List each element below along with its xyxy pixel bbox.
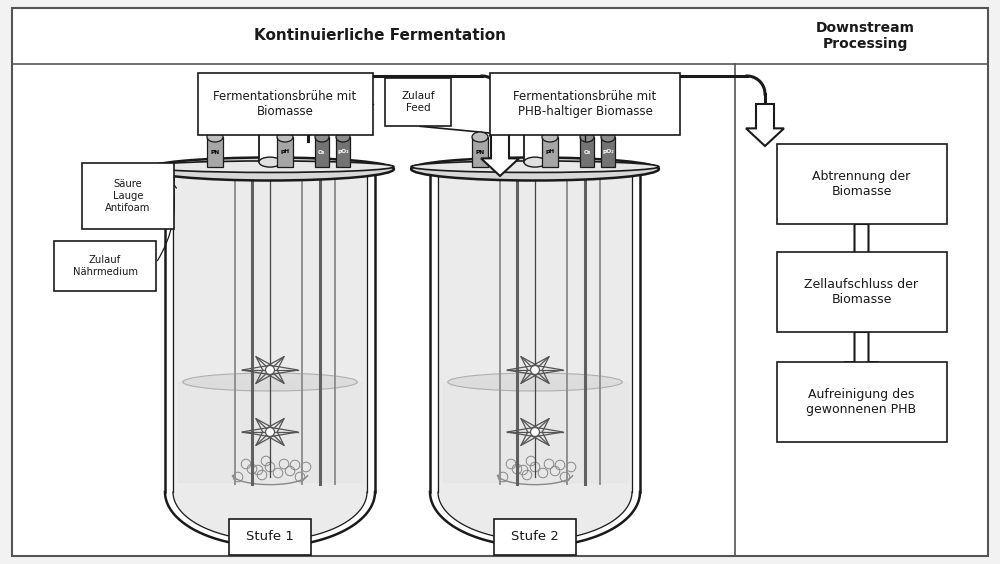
Text: Stufe 2: Stufe 2 — [511, 531, 559, 544]
Polygon shape — [844, 332, 879, 384]
Text: O₂: O₂ — [583, 149, 591, 155]
Ellipse shape — [580, 132, 594, 142]
Ellipse shape — [207, 132, 223, 142]
Text: Downstream
Processing: Downstream Processing — [816, 21, 914, 51]
Text: Aufreinigung des
gewonnenen PHB: Aufreinigung des gewonnenen PHB — [806, 388, 917, 416]
Bar — [601, 137, 615, 167]
Ellipse shape — [146, 157, 394, 180]
Ellipse shape — [411, 161, 659, 173]
Ellipse shape — [259, 83, 281, 97]
Circle shape — [266, 365, 274, 374]
Bar — [580, 137, 594, 167]
Bar — [259, 90, 281, 162]
Ellipse shape — [601, 132, 615, 142]
Text: Fermentationsbrühe mit
PHB-haltiger Biomasse: Fermentationsbrühe mit PHB-haltiger Biom… — [513, 90, 657, 118]
Bar — [198, 73, 372, 135]
Bar — [315, 137, 329, 167]
Text: PN: PN — [475, 149, 485, 155]
Bar — [494, 519, 576, 555]
Text: Zulauf
Feed: Zulauf Feed — [401, 91, 435, 113]
Text: pH: pH — [545, 149, 555, 155]
Bar — [490, 73, 680, 135]
Polygon shape — [173, 169, 367, 540]
Ellipse shape — [183, 373, 357, 391]
Circle shape — [266, 428, 274, 437]
Ellipse shape — [259, 157, 281, 167]
Bar — [336, 137, 350, 167]
Ellipse shape — [524, 83, 546, 97]
Ellipse shape — [472, 132, 488, 142]
Text: Kontinuierliche Fermentation: Kontinuierliche Fermentation — [254, 29, 506, 43]
Ellipse shape — [146, 161, 394, 173]
Circle shape — [531, 365, 539, 374]
Text: Zellaufschluss der
Biomasse: Zellaufschluss der Biomasse — [804, 278, 918, 306]
Polygon shape — [438, 169, 632, 540]
Bar — [542, 137, 558, 167]
Bar — [776, 362, 946, 442]
Text: Fermentationsbrühe mit
Biomasse: Fermentationsbrühe mit Biomasse — [213, 90, 357, 118]
Text: pO₂: pO₂ — [337, 149, 349, 155]
Bar — [524, 90, 546, 162]
Polygon shape — [481, 134, 519, 176]
Text: O₂: O₂ — [318, 149, 326, 155]
Bar — [277, 137, 293, 167]
Bar — [54, 241, 156, 291]
Bar — [207, 137, 223, 167]
Bar — [776, 144, 946, 224]
Text: pH: pH — [280, 149, 290, 155]
Text: Säure
Lauge
Antifoam: Säure Lauge Antifoam — [105, 179, 151, 213]
Ellipse shape — [411, 157, 659, 180]
Text: Zulauf
Nährmedium: Zulauf Nährmedium — [72, 255, 138, 277]
Bar — [472, 137, 488, 167]
Bar — [82, 163, 174, 229]
Ellipse shape — [542, 132, 558, 142]
Bar — [385, 78, 450, 126]
Ellipse shape — [315, 132, 329, 142]
Text: PN: PN — [210, 149, 220, 155]
Bar — [229, 519, 311, 555]
Ellipse shape — [524, 157, 546, 167]
Ellipse shape — [336, 132, 350, 142]
Polygon shape — [844, 224, 879, 276]
Text: pO₂: pO₂ — [602, 149, 614, 155]
Circle shape — [531, 428, 539, 437]
Text: Abtrennung der
Biomasse: Abtrennung der Biomasse — [812, 170, 911, 198]
Text: Stufe 1: Stufe 1 — [246, 531, 294, 544]
Ellipse shape — [277, 132, 293, 142]
Ellipse shape — [448, 373, 622, 391]
Bar — [776, 252, 946, 332]
Polygon shape — [746, 104, 784, 146]
